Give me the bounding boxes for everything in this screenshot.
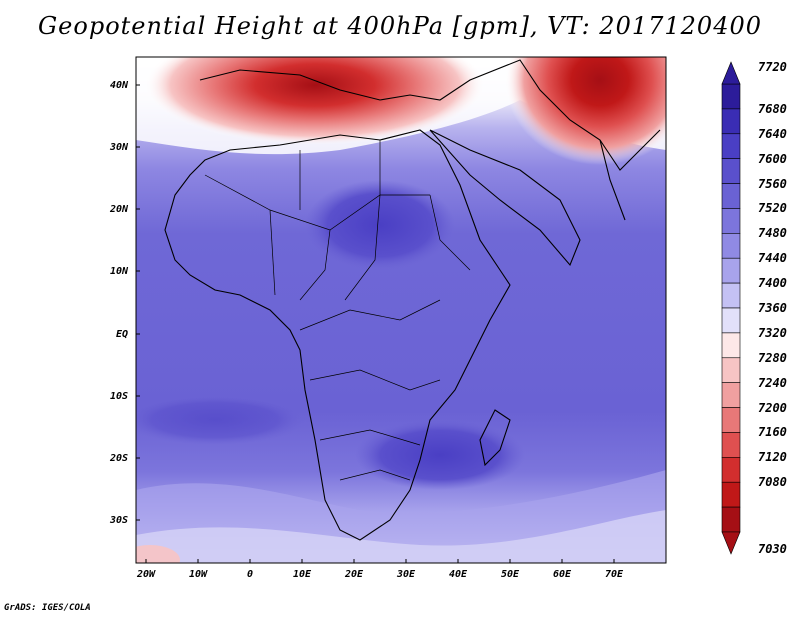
colorbar-box [721, 332, 741, 359]
colorbar-label: 7440 [758, 251, 787, 266]
height-field [136, 57, 666, 563]
lat-label: 30N [109, 142, 128, 153]
colorbar-label: 7030 [758, 542, 787, 556]
lon-label: 60E [552, 569, 572, 580]
colorbar-label: 7320 [758, 325, 787, 340]
colorbar-box [721, 407, 741, 433]
lat-label: EQ [115, 329, 128, 340]
colorbar-label: 7640 [758, 126, 787, 141]
low-pressure-mediterranean [145, 57, 485, 145]
plot-frame [135, 56, 667, 564]
colorbar-max-arrow [721, 61, 741, 85]
colorbar-box [721, 282, 741, 309]
colorbar-label: 7680 [758, 101, 787, 116]
colorbar-label: 7080 [758, 475, 787, 490]
axis-ticks [136, 84, 615, 563]
colorbar-min-arrow [721, 531, 741, 555]
colorbar-box [721, 382, 741, 408]
colorbar-label: 7280 [758, 350, 787, 365]
colorbar-box [721, 457, 741, 483]
lat-label: 30S [109, 515, 128, 526]
coastlines [164, 59, 661, 541]
high-sahara [305, 180, 455, 270]
colorbar-label: 7240 [758, 375, 787, 390]
colorbar-box [721, 183, 741, 209]
colorbar-label: 7200 [758, 400, 787, 415]
colorbar-label: 7360 [758, 301, 787, 315]
chart-title: Geopotential Height at 400hPa [gpm], VT:… [38, 12, 762, 40]
colorbar-label: 7560 [758, 176, 787, 191]
lon-label: 30E [396, 569, 416, 580]
colorbar-label: 7720 [758, 60, 787, 74]
lon-label: 0 [246, 569, 254, 580]
country-borders [204, 140, 471, 481]
colorbar-box [721, 357, 741, 383]
colorbar-label: 7160 [758, 425, 787, 440]
colorbar-box [721, 506, 741, 533]
colorbar-box [721, 307, 741, 334]
colorbar-box [721, 133, 741, 159]
lon-label: 10W [188, 569, 208, 580]
high-southern-africa [355, 420, 525, 490]
colorbar-box [721, 208, 741, 234]
lat-label: 10N [109, 266, 128, 277]
colorbar-label: 7120 [758, 450, 787, 465]
low-pressure-arabia [505, 57, 666, 165]
colorbar-box [721, 481, 741, 508]
lon-label: 70E [604, 569, 624, 580]
colorbar-box [721, 233, 741, 259]
colorbar-box [721, 108, 741, 135]
lat-label: 20S [109, 453, 128, 464]
lon-label: 50E [500, 569, 520, 580]
lat-label: 10S [109, 391, 128, 402]
lon-label: 40E [448, 569, 468, 580]
colorbar-label: 7600 [758, 151, 787, 166]
colorbar-box [721, 158, 741, 184]
lon-label: 20E [344, 569, 364, 580]
credit-text: GrADS: IGES/COLA [4, 603, 91, 613]
colorbar-box [721, 83, 741, 110]
colorbar-box [721, 432, 741, 458]
colorbar-label: 7520 [758, 201, 787, 216]
lon-label: 10E [292, 569, 312, 580]
lat-label: 20N [109, 204, 128, 215]
colorbar-label: 7480 [758, 226, 787, 241]
colorbar-label: 7400 [758, 276, 787, 291]
colorbar-box [721, 257, 741, 284]
lat-label: 40N [109, 80, 128, 91]
lon-label: 20W [136, 569, 156, 580]
